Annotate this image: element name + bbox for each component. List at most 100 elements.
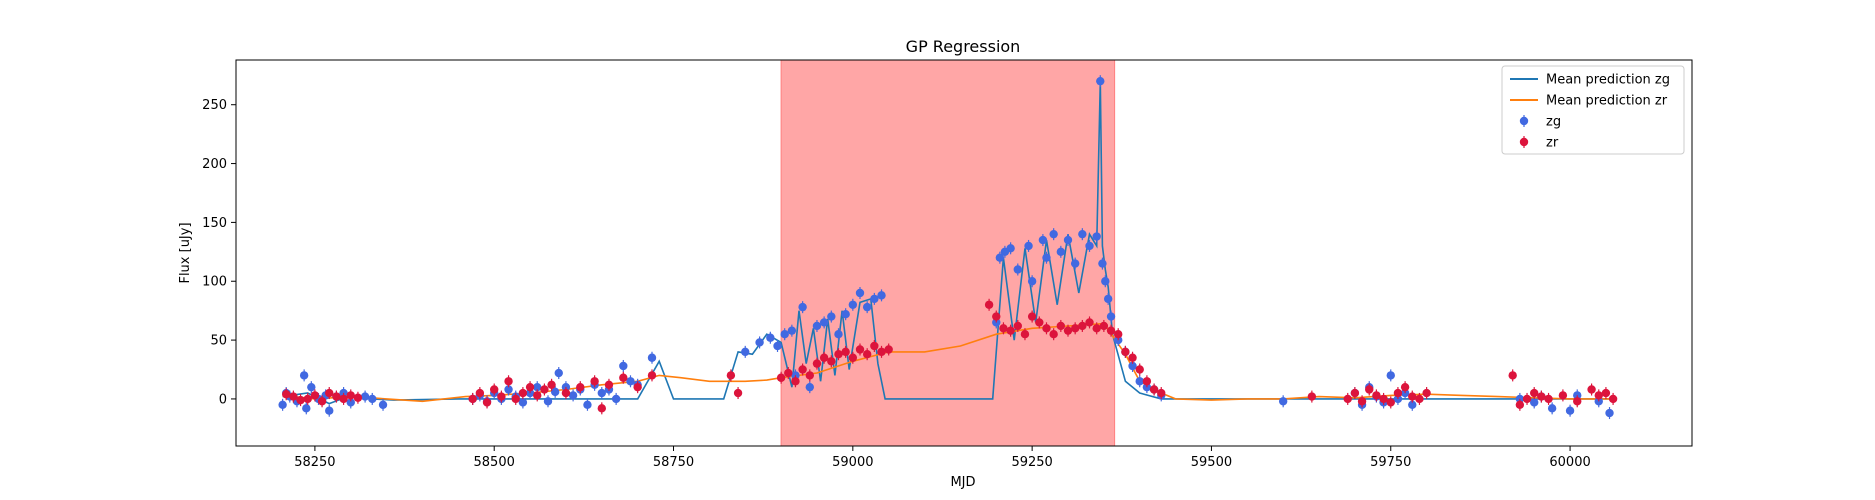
series-points-zr xyxy=(282,298,1618,415)
data-point xyxy=(604,380,614,390)
data-point xyxy=(733,388,743,398)
data-point xyxy=(307,382,316,392)
data-point xyxy=(1056,247,1066,257)
data-point xyxy=(511,394,520,404)
y-tick-label: 50 xyxy=(210,334,227,349)
x-tick-label: 59750 xyxy=(1370,455,1411,470)
data-point xyxy=(841,309,850,319)
data-point xyxy=(1400,382,1410,392)
legend-label: Mean prediction zg xyxy=(1546,73,1670,88)
data-point xyxy=(984,300,994,309)
data-point xyxy=(766,333,775,342)
data-point xyxy=(278,400,287,410)
data-point xyxy=(1035,318,1044,327)
data-point xyxy=(1114,330,1123,339)
data-point xyxy=(870,294,879,304)
data-point xyxy=(533,391,542,400)
data-point xyxy=(1278,397,1288,406)
data-point xyxy=(855,345,865,354)
data-point xyxy=(1103,294,1113,304)
x-axis-ticks: 58250 58500 58750 59000 59250 59500 59750 60000 xyxy=(294,446,1591,470)
data-point xyxy=(1078,229,1087,239)
data-point xyxy=(504,385,513,394)
data-point xyxy=(1386,371,1395,380)
data-point xyxy=(819,353,829,362)
data-point xyxy=(1408,400,1417,410)
data-point xyxy=(1343,394,1352,404)
data-point xyxy=(1307,392,1317,401)
data-point xyxy=(741,347,750,357)
data-point xyxy=(296,395,305,405)
data-point xyxy=(1558,391,1568,400)
data-point xyxy=(533,382,542,392)
data-point xyxy=(1049,229,1058,239)
data-point xyxy=(1415,394,1424,404)
data-point xyxy=(848,353,858,362)
data-point xyxy=(360,392,370,401)
x-tick-label: 60000 xyxy=(1549,455,1590,470)
data-point xyxy=(1106,312,1116,321)
data-point xyxy=(568,391,578,400)
data-point xyxy=(550,387,560,397)
x-tick-label: 58250 xyxy=(294,455,335,470)
data-point xyxy=(619,361,628,371)
legend-label: zr xyxy=(1546,136,1559,151)
data-point xyxy=(619,373,628,382)
data-point xyxy=(1121,347,1130,357)
data-point xyxy=(805,382,814,392)
data-point xyxy=(1099,321,1109,331)
legend-label: Mean prediction zr xyxy=(1546,94,1668,109)
data-point xyxy=(540,385,549,394)
data-point xyxy=(999,324,1008,333)
data-point xyxy=(1070,324,1080,333)
data-point xyxy=(332,392,341,401)
data-point xyxy=(787,326,797,335)
data-point xyxy=(1049,330,1058,339)
data-point xyxy=(848,300,858,309)
data-point xyxy=(992,312,1001,321)
data-point xyxy=(378,400,388,410)
x-axis-label: MJD xyxy=(950,475,975,490)
data-point xyxy=(870,341,879,351)
data-point xyxy=(468,394,477,404)
data-point xyxy=(1565,406,1575,415)
data-point xyxy=(877,291,886,300)
y-tick-label: 100 xyxy=(202,275,227,290)
data-point xyxy=(1393,388,1403,398)
data-point xyxy=(1157,388,1166,398)
data-point xyxy=(490,385,499,394)
data-point xyxy=(1027,312,1037,321)
legend-swatch xyxy=(1519,137,1529,147)
data-point xyxy=(1128,361,1137,371)
data-point xyxy=(755,338,764,347)
data-point xyxy=(1530,398,1539,407)
data-point xyxy=(827,357,836,366)
chart-title: GP Regression xyxy=(906,37,1021,56)
data-point xyxy=(855,288,865,298)
data-point xyxy=(1142,377,1152,386)
data-point xyxy=(862,350,872,359)
data-point xyxy=(1006,326,1015,335)
data-point xyxy=(543,397,553,406)
data-point xyxy=(812,321,822,331)
data-point xyxy=(791,377,800,386)
data-point xyxy=(1365,385,1374,394)
y-tick-label: 250 xyxy=(202,98,227,113)
data-point xyxy=(504,377,513,386)
data-point xyxy=(346,391,355,400)
data-point xyxy=(780,330,789,339)
data-point xyxy=(995,253,1005,262)
data-point xyxy=(798,302,807,312)
scatter-series-layer xyxy=(278,75,1618,420)
data-point xyxy=(1608,394,1618,404)
data-point xyxy=(1350,388,1360,398)
y-axis-ticks: 0 50 100 150 200 250 xyxy=(202,98,236,407)
x-tick-label: 59000 xyxy=(832,455,873,470)
data-point xyxy=(1085,241,1094,251)
data-point xyxy=(1408,392,1417,401)
data-point xyxy=(1106,326,1116,335)
data-point xyxy=(647,371,657,380)
data-point xyxy=(827,312,836,321)
data-point xyxy=(1042,324,1051,333)
